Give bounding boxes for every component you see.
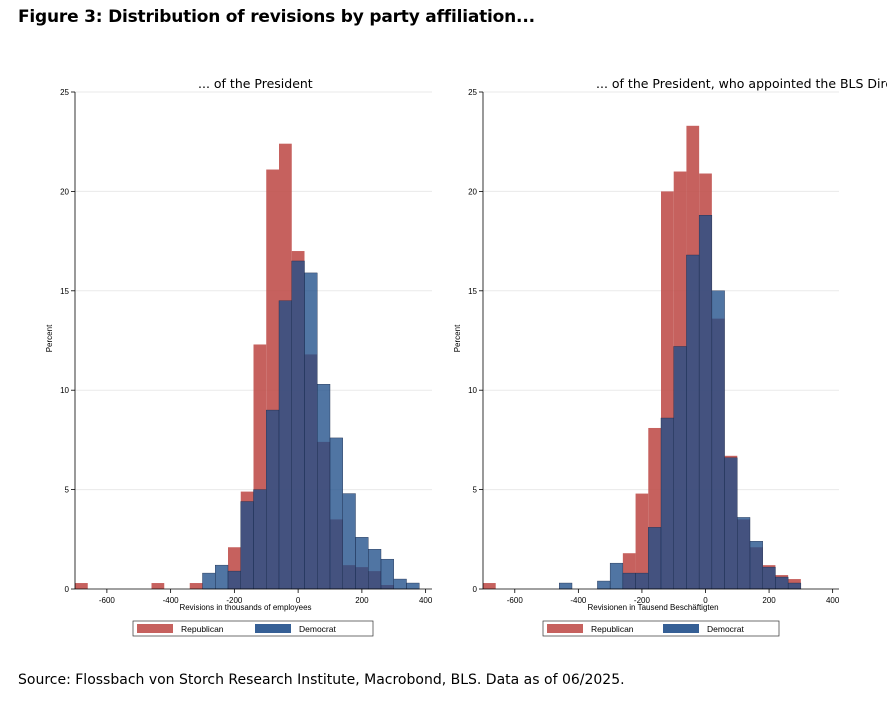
democrat-bar xyxy=(355,537,369,590)
y-tick-label: 15 xyxy=(60,287,69,296)
y-tick-label: 25 xyxy=(468,88,477,97)
legend-box xyxy=(542,620,780,637)
x-tick-label: -200 xyxy=(634,596,651,605)
x-tick-label: -200 xyxy=(226,596,243,605)
democrat-bar xyxy=(317,384,331,590)
legend-swatch-republican xyxy=(547,624,583,633)
republican-bar xyxy=(75,583,88,589)
legend-swatch-democrat xyxy=(663,624,699,633)
panel-title: ... of the President, who appointed the … xyxy=(596,76,887,91)
chart-panel-2: 0 5 10 15 20 25 -600 -400 -200 0 200 400 ... of the … xyxy=(453,76,887,637)
democrat-bar xyxy=(240,501,254,590)
x-tick-label: 400 xyxy=(826,596,840,605)
democrat-bar xyxy=(368,549,382,590)
legend-label: Democrat xyxy=(299,624,336,634)
democrat-bar xyxy=(787,582,802,590)
democrat-bar xyxy=(278,300,292,590)
x-tick-label: -600 xyxy=(507,596,524,605)
democrat-bar xyxy=(635,572,649,590)
democrat-bar xyxy=(380,558,394,590)
x-tick-label: 200 xyxy=(355,596,369,605)
democrat-bar xyxy=(253,489,267,590)
legend-label: Democrat xyxy=(707,624,744,634)
democrat-bar xyxy=(749,541,763,590)
y-tick-label: 25 xyxy=(60,88,69,97)
republican-bar xyxy=(151,583,165,589)
republican-bar xyxy=(635,493,649,589)
democrat-bar xyxy=(559,582,573,590)
democrat-bar xyxy=(291,260,305,590)
source-note: Source: Flossbach von Storch Research In… xyxy=(18,672,625,688)
democrat-bar xyxy=(215,564,229,590)
democrat-bar xyxy=(304,272,318,590)
x-tick-label: 0 xyxy=(296,596,301,605)
figure-title: Figure 3: Distribution of revisions by p… xyxy=(18,7,535,27)
democrat-bar xyxy=(648,527,662,590)
democrat-bar xyxy=(227,570,241,590)
legend-label: Republican xyxy=(591,624,634,634)
democrat-bar xyxy=(660,417,674,590)
democrat-bar xyxy=(329,437,343,590)
legend-swatch-democrat xyxy=(255,624,291,633)
democrat-bar xyxy=(342,493,356,590)
y-tick-label: 10 xyxy=(468,386,477,395)
x-axis-label: Revisionen in Tausend Beschäftigten xyxy=(587,603,718,612)
democrat-bar xyxy=(775,576,789,590)
y-axis-label: Percent xyxy=(45,324,54,352)
y-tick-label: 15 xyxy=(468,287,477,296)
democrat-bar xyxy=(609,562,624,590)
legend-label: Republican xyxy=(181,624,224,634)
republican-bar xyxy=(189,583,203,589)
y-tick-label: 5 xyxy=(65,486,70,495)
democrat-bar xyxy=(673,346,687,590)
democrat-bar xyxy=(711,290,725,590)
x-tick-label: -400 xyxy=(163,596,180,605)
democrat-bar xyxy=(762,566,776,590)
x-axis-label: Revisions in thousands of employees xyxy=(179,603,311,612)
y-tick-label: 0 xyxy=(65,585,70,594)
legend-swatch-republican xyxy=(137,624,173,633)
y-tick-label: 20 xyxy=(468,187,477,196)
x-tick-label: 0 xyxy=(703,596,708,605)
democrat-bar xyxy=(737,517,751,590)
y-tick-label: 5 xyxy=(473,486,478,495)
x-tick-label: -600 xyxy=(99,596,116,605)
y-tick-label: 10 xyxy=(60,386,69,395)
x-tick-label: 200 xyxy=(762,596,776,605)
democrat-bar xyxy=(266,409,280,590)
republican-bar xyxy=(483,583,496,589)
democrat-bar xyxy=(202,572,216,590)
democrat-bar xyxy=(622,572,636,590)
x-tick-label: -400 xyxy=(570,596,587,605)
democrat-bar xyxy=(406,582,420,590)
y-tick-label: 0 xyxy=(473,585,478,594)
democrat-bar xyxy=(724,457,738,590)
panel-title: ... of the President xyxy=(198,76,313,91)
democrat-bar xyxy=(597,580,611,590)
y-tick-label: 20 xyxy=(60,187,69,196)
legend: Republican Democrat xyxy=(542,620,780,637)
chart-panel-1: 0 5 10 15 20 25 -600 -400 -200 0 200 400 ... of the … xyxy=(45,76,433,637)
legend-box xyxy=(132,620,374,637)
democrat-bar xyxy=(686,254,700,590)
y-axis-label: Percent xyxy=(453,324,462,352)
democrat-bar xyxy=(393,578,407,590)
legend: Republican Democrat xyxy=(132,620,374,637)
democrat-bar xyxy=(698,215,713,590)
x-tick-label: 400 xyxy=(419,596,433,605)
